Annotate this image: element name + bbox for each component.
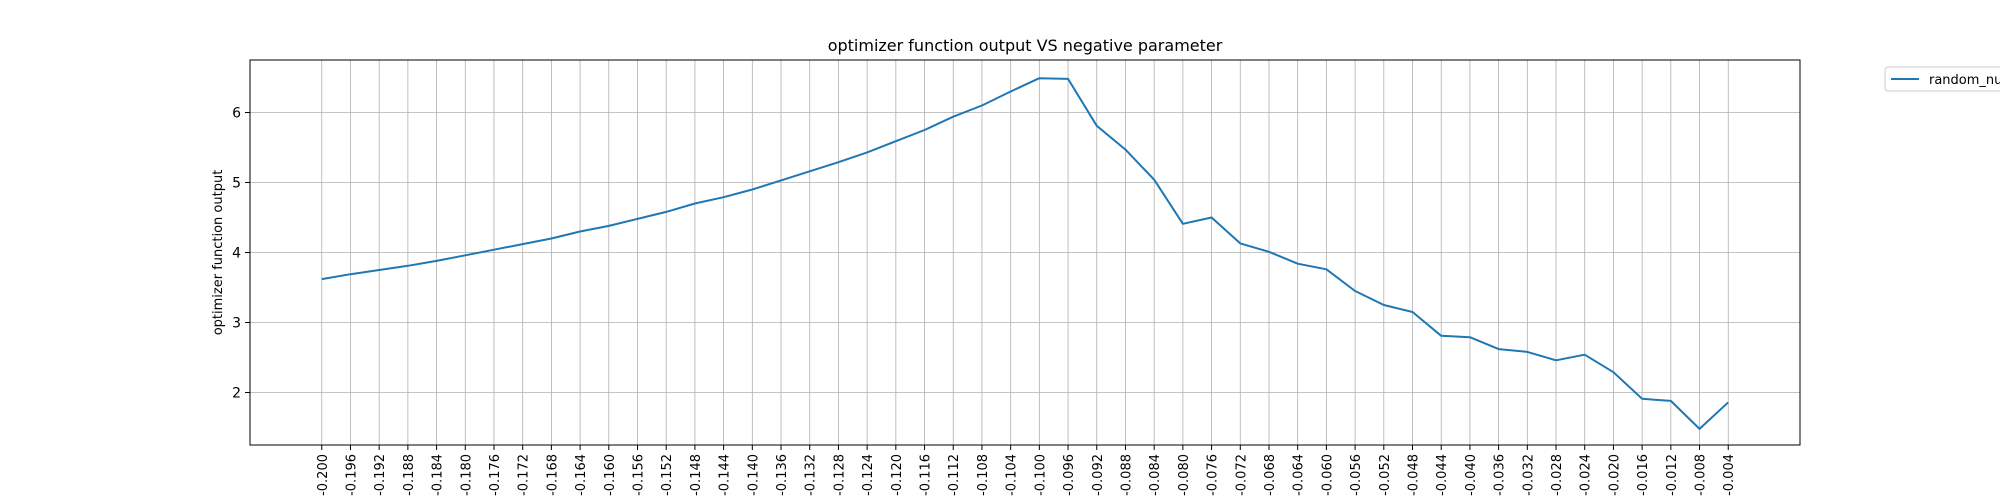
x-tick-label: -0.108 <box>976 454 991 496</box>
legend-box <box>1884 66 2000 92</box>
x-tick-label: -0.068 <box>1263 454 1278 496</box>
x-tick-label: -0.176 <box>488 454 503 496</box>
x-tick-label: -0.040 <box>1464 454 1479 496</box>
y-axis-label: optimizer function output <box>211 170 226 336</box>
x-tick-label: -0.200 <box>316 454 331 496</box>
x-tick-label: -0.128 <box>832 454 847 496</box>
x-tick-label: -0.076 <box>1206 454 1221 496</box>
grid-lines <box>250 60 1800 445</box>
x-tick-label: -0.008 <box>1694 454 1709 496</box>
x-tick-label: -0.012 <box>1665 454 1680 496</box>
x-tick-label: -0.188 <box>402 454 417 496</box>
x-tick-label: -0.096 <box>1062 454 1077 496</box>
series-lines <box>321 77 1729 430</box>
x-tick-label: -0.160 <box>603 454 618 496</box>
y-tick-label: 6 <box>232 106 241 122</box>
x-tick-label: -0.136 <box>775 454 790 496</box>
x-tick-label: -0.036 <box>1493 454 1508 496</box>
y-axis: 2 3 4 5 6 <box>232 106 250 402</box>
x-tick-label: -0.104 <box>1005 454 1020 496</box>
y-tick-label: 4 <box>232 246 241 262</box>
x-tick-label: -0.168 <box>545 454 560 496</box>
y-tick-label: 2 <box>232 386 241 402</box>
x-tick-label: -0.100 <box>1033 454 1048 496</box>
x-tick-label: -0.140 <box>746 454 761 496</box>
x-tick-label: -0.024 <box>1579 454 1594 496</box>
x-tick-label: -0.152 <box>660 454 675 496</box>
x-tick-label: -0.060 <box>1320 454 1335 496</box>
y-tick-label: 3 <box>232 316 241 332</box>
x-tick-label: -0.020 <box>1607 454 1622 496</box>
x-tick-label: -0.072 <box>1234 454 1249 496</box>
x-tick-label: -0.092 <box>1091 454 1106 496</box>
x-tick-label: -0.180 <box>459 454 474 496</box>
x-tick-label: -0.116 <box>919 454 934 496</box>
x-tick-label: -0.004 <box>1722 454 1737 496</box>
x-tick-label: -0.112 <box>947 454 962 496</box>
x-tick-label: -0.088 <box>1119 454 1134 496</box>
x-tick-label: -0.156 <box>632 454 647 496</box>
legend-label: random_nu <box>1929 73 2000 88</box>
x-tick-label: -0.044 <box>1435 454 1450 496</box>
x-tick-label: -0.164 <box>574 454 589 496</box>
chart-title: optimizer function output VS negative pa… <box>828 36 1223 55</box>
x-tick-label: -0.120 <box>890 454 905 496</box>
x-tick-label: -0.032 <box>1521 454 1536 496</box>
x-tick-label: -0.132 <box>804 454 819 496</box>
legend[interactable]: random_nu <box>1884 66 2000 92</box>
x-tick-label: -0.192 <box>373 454 388 496</box>
x-tick-label: -0.052 <box>1378 454 1393 496</box>
x-axis: -0.200 -0.196 -0.192 -0.188 -0.184 -0.180 -0.1… <box>316 445 1737 496</box>
x-tick-label: -0.016 <box>1636 454 1651 496</box>
x-tick-label: -0.064 <box>1292 454 1307 496</box>
y-tick-label: 5 <box>232 176 241 192</box>
x-tick-label: -0.084 <box>1148 454 1163 496</box>
x-tick-label: -0.048 <box>1407 454 1422 496</box>
x-tick-label: -0.196 <box>344 454 359 496</box>
x-tick-label: -0.028 <box>1550 454 1565 496</box>
x-tick-label: -0.172 <box>517 454 532 496</box>
x-tick-label: -0.184 <box>431 454 446 496</box>
x-tick-label: -0.144 <box>718 454 733 496</box>
x-tick-label: -0.148 <box>689 454 704 496</box>
x-tick-label: -0.124 <box>861 454 876 496</box>
x-tick-label: -0.080 <box>1177 454 1192 496</box>
x-tick-label: -0.056 <box>1349 454 1364 496</box>
series-line-random_nu <box>321 77 1729 430</box>
